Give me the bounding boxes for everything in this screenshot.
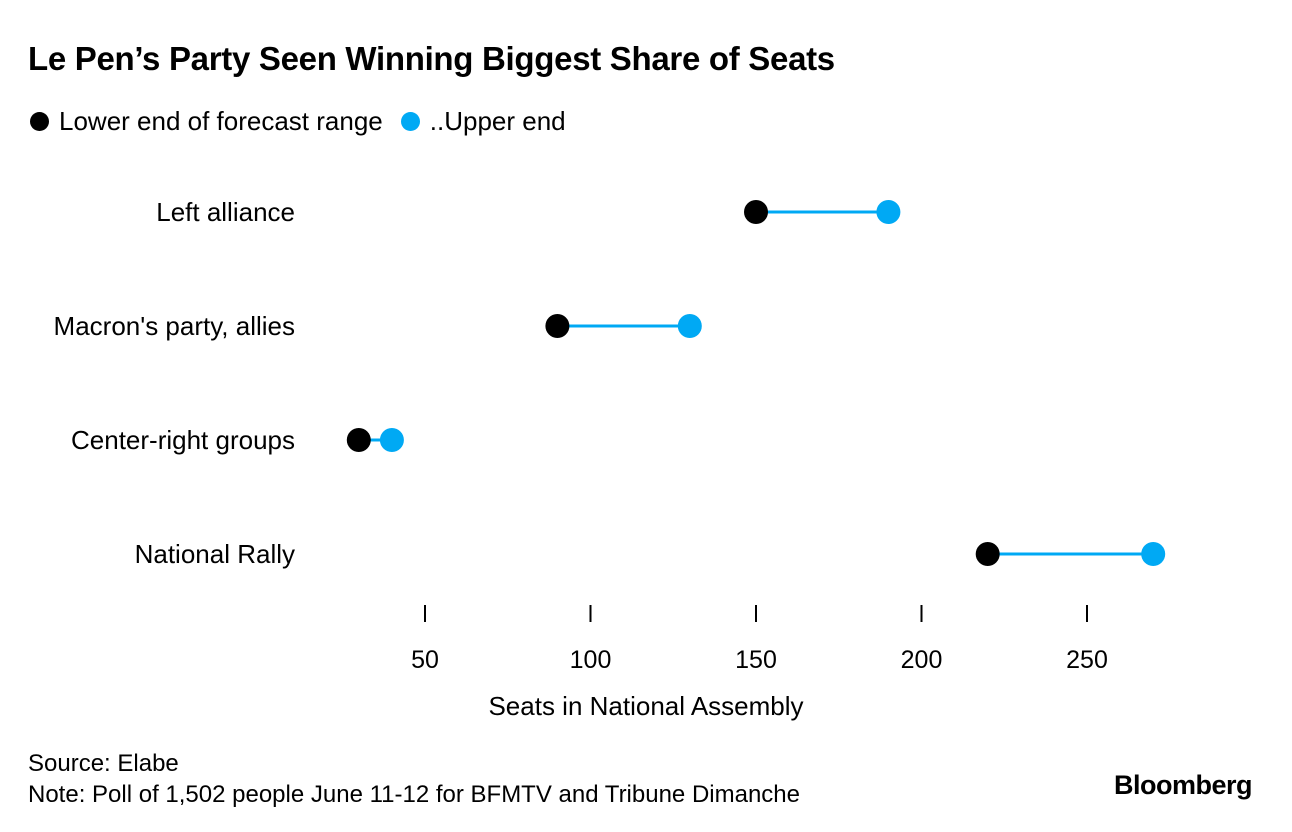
category-label: Macron's party, allies [54,311,295,341]
x-tick-label: 250 [1066,646,1108,674]
upper-point [1141,542,1166,566]
x-axis-label: Seats in National Assembly [488,691,803,721]
lower-point [545,314,570,338]
x-tick-label: 200 [901,646,943,674]
legend-dot-lower [30,112,49,131]
x-tick-label: 50 [411,646,439,674]
x-tick-label: 100 [570,646,612,674]
upper-point [379,428,404,452]
legend-item-lower: Lower end of forecast range [30,106,383,137]
upper-point [876,200,901,224]
chart-title: Le Pen’s Party Seen Winning Biggest Shar… [28,40,835,77]
category-label: National Rally [135,539,295,569]
legend-dot-upper [400,112,420,131]
note-text: Note: Poll of 1,502 people June 11-12 fo… [28,781,800,808]
x-tick-label: 150 [735,646,777,674]
category-label: Center-right groups [71,425,295,455]
legend: Lower end of forecast range ..Upper end [30,106,584,137]
category-label: Left alliance [156,197,295,227]
lower-point [744,200,768,224]
source-text: Source: Elabe [28,750,179,777]
legend-item-upper: ..Upper end [400,106,566,137]
legend-label-lower: Lower end of forecast range [59,106,383,136]
footer: Source: Elabe Note: Poll of 1,502 people… [28,748,800,810]
lower-point [975,542,1000,566]
lower-point [346,428,371,452]
legend-label-upper: ..Upper end [429,106,566,136]
bloomberg-logo: Bloomberg [1113,770,1253,800]
upper-point [677,314,702,338]
